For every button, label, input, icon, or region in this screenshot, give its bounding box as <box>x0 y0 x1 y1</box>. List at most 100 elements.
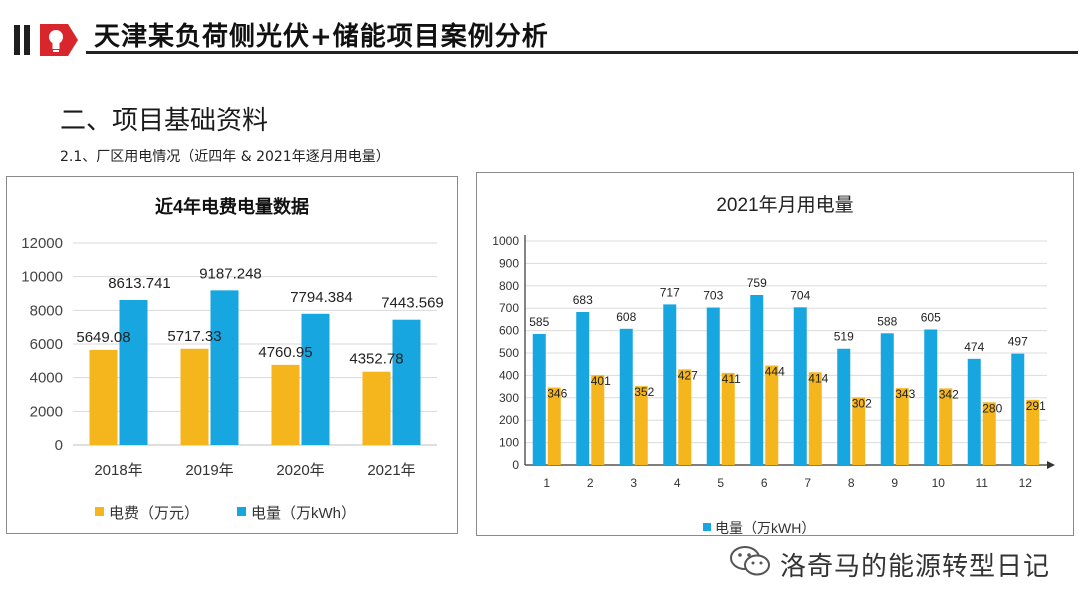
x-tick-label: 2020年 <box>276 462 324 479</box>
data-label-energy: 497 <box>1008 335 1028 349</box>
bar-monthly-energy <box>967 358 981 465</box>
bar-energy <box>392 319 421 445</box>
x-tick-label: 1 <box>543 476 550 490</box>
chart-title: 近4年电费电量数据 <box>155 196 309 217</box>
bar-monthly-secondary <box>547 387 561 465</box>
y-tick-label: 4000 <box>30 370 63 387</box>
bar-fee <box>89 349 118 445</box>
bar-energy <box>301 313 330 445</box>
data-label-fee: 4352.78 <box>349 351 403 368</box>
bar-energy <box>210 290 239 445</box>
data-label-energy: 588 <box>877 314 897 328</box>
bar-monthly-energy <box>924 329 938 465</box>
x-tick-label: 8 <box>848 476 855 490</box>
annual-bar-chart: 近4年电费电量数据 0 2000 4000 6000 8000 10000 12000 5649… <box>21 196 444 522</box>
data-label-energy: 683 <box>573 293 593 307</box>
bar-monthly-energy <box>880 333 894 465</box>
header-bars-icon <box>14 25 34 55</box>
chart-title: 2021年月用电量 <box>716 194 853 216</box>
section-subtitle: 2.1、厂区用电情况（近四年 & 2021年逐月用电量） <box>60 149 390 165</box>
data-label-energy: 474 <box>964 340 984 354</box>
data-label-secondary: 291 <box>1026 399 1046 413</box>
header-rule <box>86 51 1078 54</box>
data-label-energy: 7794.384 <box>290 289 353 306</box>
bar-monthly-energy <box>576 312 590 465</box>
bar-monthly-energy <box>706 307 720 465</box>
x-axis-arrow-icon <box>1047 461 1055 469</box>
data-label-secondary: 411 <box>722 372 741 386</box>
data-label-secondary: 346 <box>547 386 567 400</box>
page-title: 天津某负荷侧光伏+储能项目案例分析 <box>94 22 549 52</box>
x-tick-label: 4 <box>674 476 681 490</box>
data-label-secondary: 343 <box>895 387 915 401</box>
monthly-bar-chart: 2021年月用电量 0 100 200 300 400 500 600 700 800 900 100… <box>492 194 1055 536</box>
y-tick-label: 8000 <box>30 302 63 319</box>
data-label-secondary: 352 <box>634 385 654 399</box>
y-tick-label: 200 <box>499 413 519 427</box>
data-label-energy: 585 <box>529 315 549 329</box>
data-label-secondary: 302 <box>852 396 872 410</box>
y-tick-label: 0 <box>55 437 63 454</box>
bar-monthly-energy <box>663 304 677 465</box>
x-tick-label: 3 <box>630 476 637 490</box>
data-label-energy: 605 <box>921 310 941 324</box>
bar-monthly-secondary <box>852 397 866 465</box>
bar-monthly-secondary <box>591 375 605 465</box>
data-label-energy: 608 <box>616 310 636 324</box>
bar-monthly-secondary <box>765 365 779 465</box>
bar-monthly-energy <box>837 348 851 465</box>
bar-monthly-secondary <box>808 372 822 465</box>
data-label-energy: 519 <box>834 330 854 344</box>
x-tick-label: 2019年 <box>185 462 233 479</box>
bar-energy <box>119 300 148 445</box>
y-tick-label: 300 <box>499 391 519 405</box>
data-label-fee: 5649.08 <box>76 329 130 346</box>
legend-label-fee: 电费（万元） <box>109 505 199 522</box>
x-tick-label: 2018年 <box>94 462 142 479</box>
data-label-energy: 759 <box>747 276 767 290</box>
y-tick-label: 12000 <box>21 235 63 252</box>
y-tick-label: 700 <box>499 301 519 315</box>
bar-fee <box>362 371 391 445</box>
y-tick-label: 500 <box>499 346 519 360</box>
bar-monthly-secondary <box>721 372 735 465</box>
data-label-fee: 5717.33 <box>167 328 221 345</box>
legend-swatch-fee <box>95 507 104 516</box>
x-tick-label: 9 <box>891 476 898 490</box>
y-tick-label: 6000 <box>30 336 63 353</box>
data-label-energy: 8613.741 <box>108 275 171 292</box>
data-label-energy: 7443.569 <box>381 295 444 312</box>
data-label-energy: 9187.248 <box>199 265 262 282</box>
x-tick-label: 6 <box>761 476 768 490</box>
bar-monthly-secondary <box>982 402 996 465</box>
bar-monthly-energy <box>793 307 807 465</box>
data-label-secondary: 427 <box>678 368 698 382</box>
y-tick-label: 10000 <box>21 269 63 286</box>
data-label-secondary: 401 <box>591 374 611 388</box>
monthly-chart-panel: 2021年月用电量 0 100 200 300 400 500 600 700 800 900 100… <box>476 172 1074 536</box>
x-tick-label: 2021年 <box>367 462 415 479</box>
data-label-energy: 704 <box>790 288 810 302</box>
y-tick-label: 2000 <box>30 403 63 420</box>
data-label-fee: 4760.95 <box>258 344 312 361</box>
annual-chart-panel: 近4年电费电量数据 0 2000 4000 6000 8000 10000 12000 5649… <box>6 176 458 534</box>
bar-monthly-energy <box>532 333 546 465</box>
bar-monthly-energy <box>750 294 764 465</box>
legend-swatch-energy <box>237 507 246 516</box>
watermark: 洛奇马的能源转型日记 <box>728 540 1068 584</box>
lightbulb-logo-icon <box>40 24 78 56</box>
x-tick-label: 2 <box>587 476 594 490</box>
x-tick-label: 10 <box>932 476 946 490</box>
y-tick-label: 900 <box>499 256 519 270</box>
y-tick-label: 100 <box>499 436 519 450</box>
watermark-text: 洛奇马的能源转型日记 <box>780 552 1051 582</box>
y-tick-label: 400 <box>499 368 519 382</box>
x-tick-label: 11 <box>976 476 989 490</box>
y-tick-label: 600 <box>499 324 519 338</box>
bar-fee <box>271 364 300 445</box>
bar-monthly-secondary <box>1026 399 1040 465</box>
bar-monthly-secondary <box>634 386 648 465</box>
x-tick-label: 5 <box>717 476 724 490</box>
bar-fee <box>180 348 209 445</box>
bar-monthly-secondary <box>939 388 953 465</box>
